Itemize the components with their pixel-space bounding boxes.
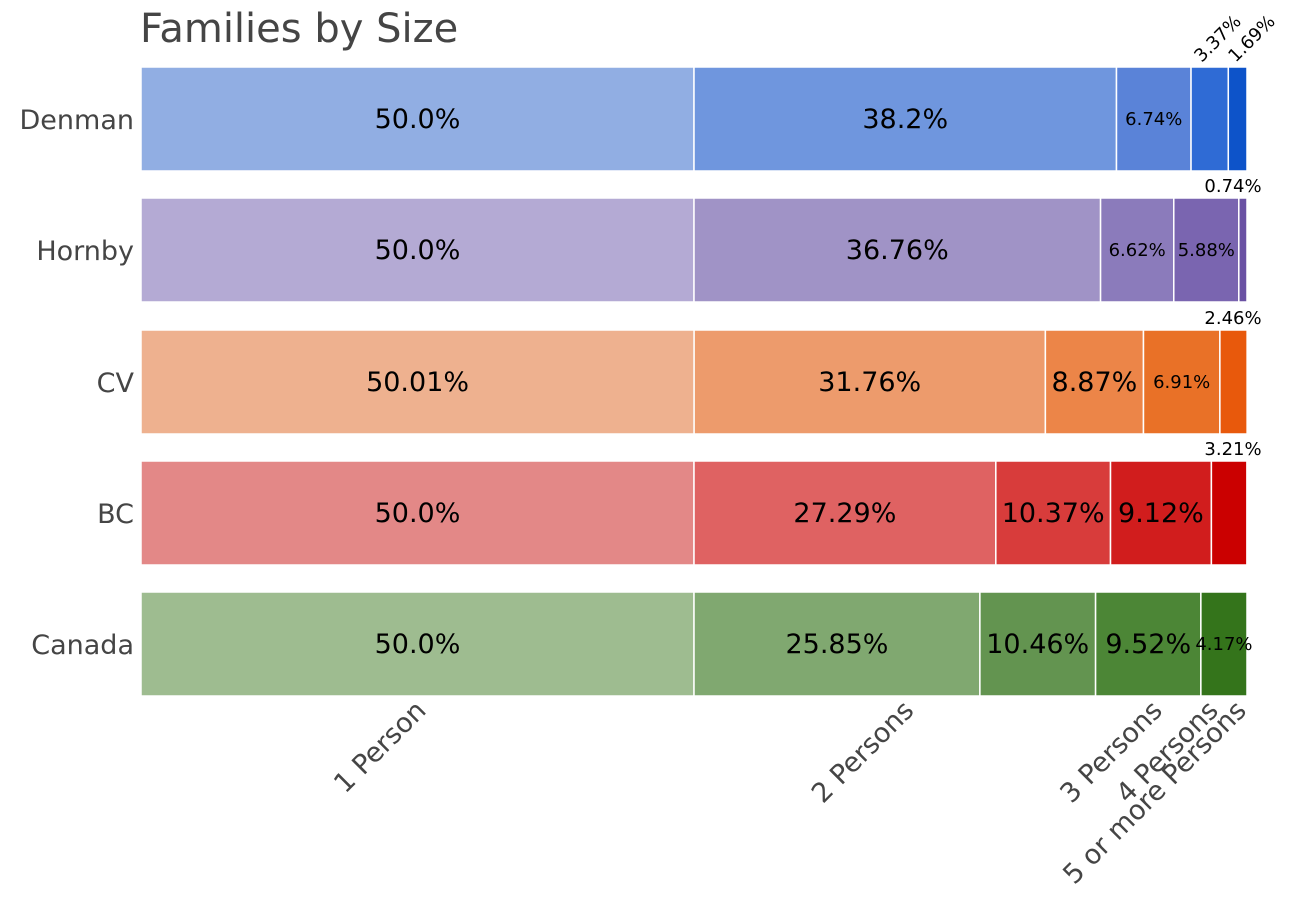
- data-label-hornby-5-or-more-persons: 0.74%: [1204, 176, 1261, 197]
- category-label-bc: BC: [97, 499, 134, 530]
- bar-denman-5-or-more-persons: [1227, 66, 1248, 172]
- bar-denman-1-person: [140, 66, 695, 172]
- bar-canada-1-person: [140, 591, 695, 697]
- value-labels-group: 50.0% 38.2% 6.74%3.37%1.69%50.0% 36.76% 6.62…: [366, 11, 1280, 660]
- bar-denman-3-persons: [1115, 66, 1192, 172]
- bar-cv-3-persons: [1044, 329, 1145, 435]
- data-label-canada-1-person: 50.0%: [375, 629, 461, 660]
- bar-denman-2-persons: [693, 66, 1118, 172]
- bar-hornby-2-persons: [693, 197, 1102, 303]
- data-label-hornby-4-persons: 5.88%: [1178, 240, 1235, 261]
- x-tick-1-person: 1 Person: [328, 695, 432, 799]
- bar-hornby-5-or-more-persons: [1238, 197, 1248, 303]
- data-label-denman-2-persons: 38.2%: [862, 104, 948, 135]
- data-label-bc-1-person: 50.0%: [375, 498, 461, 529]
- data-label-hornby-1-person: 50.0%: [375, 235, 461, 266]
- category-label-denman: Denman: [20, 105, 134, 136]
- chart-title: Families by Size: [140, 6, 458, 52]
- category-label-canada: Canada: [31, 630, 134, 661]
- category-label-hornby: Hornby: [36, 236, 134, 267]
- data-label-denman-3-persons: 6.74%: [1125, 109, 1182, 130]
- bar-cv-2-persons: [693, 329, 1047, 435]
- bar-bc-3-persons: [995, 460, 1112, 566]
- bar-bc-1-person: [140, 460, 695, 566]
- data-label-bc-3-persons: 10.37%: [1002, 498, 1105, 529]
- category-label-cv: CV: [97, 368, 135, 399]
- bars-group: [140, 66, 1248, 697]
- bar-canada-2-persons: [693, 591, 981, 697]
- data-label-bc-2-persons: 27.29%: [793, 498, 896, 529]
- data-label-canada-3-persons: 10.46%: [986, 629, 1089, 660]
- data-label-canada-5-or-more-persons: 4.17%: [1195, 634, 1252, 655]
- data-label-bc-4-persons: 9.12%: [1118, 498, 1204, 529]
- bar-cv-5-or-more-persons: [1219, 329, 1248, 435]
- bar-bc-2-persons: [693, 460, 997, 566]
- data-label-cv-1-person: 50.01%: [366, 367, 469, 398]
- data-label-hornby-2-persons: 36.76%: [846, 235, 949, 266]
- data-label-hornby-3-persons: 6.62%: [1109, 240, 1166, 261]
- bar-canada-4-persons: [1094, 591, 1202, 697]
- bar-hornby-1-person: [140, 197, 695, 303]
- bar-bc-5-or-more-persons: [1210, 460, 1248, 566]
- bar-cv-1-person: [140, 329, 695, 435]
- bar-canada-5-or-more-persons: [1200, 591, 1248, 697]
- bar-denman-4-persons: [1190, 66, 1230, 172]
- x-tick-2-persons: 2 Persons: [806, 695, 920, 809]
- data-label-denman-1-person: 50.0%: [375, 104, 461, 135]
- bar-cv-4-persons: [1142, 329, 1221, 435]
- data-label-canada-4-persons: 9.52%: [1105, 629, 1191, 660]
- data-label-bc-5-or-more-persons: 3.21%: [1204, 439, 1261, 460]
- data-label-cv-2-persons: 31.76%: [818, 367, 921, 398]
- data-label-canada-2-persons: 25.85%: [785, 629, 888, 660]
- data-label-cv-3-persons: 8.87%: [1052, 367, 1138, 398]
- category-labels-group: Denman Hornby CV BC Canada: [20, 105, 135, 661]
- data-label-cv-4-persons: 6.91%: [1153, 372, 1210, 393]
- bar-hornby-4-persons: [1173, 197, 1240, 303]
- data-label-cv-5-or-more-persons: 2.46%: [1204, 308, 1261, 329]
- bar-bc-4-persons: [1109, 460, 1213, 566]
